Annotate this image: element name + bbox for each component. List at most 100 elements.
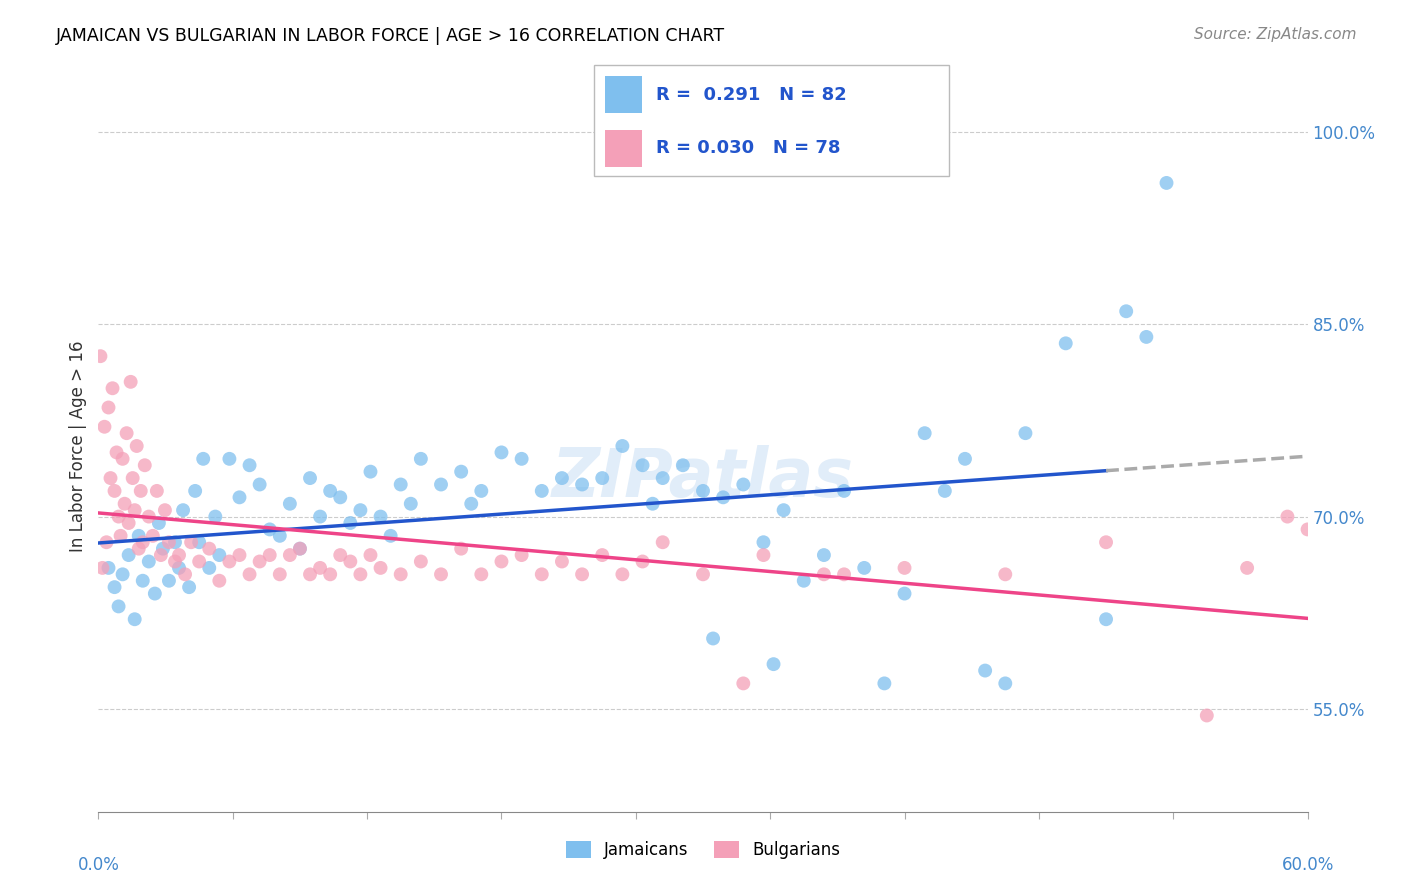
Point [389, 567, 412, 582]
Point [409, 554, 432, 568]
Point [228, 548, 250, 562]
Point [118, 516, 141, 530]
Point [360, 465, 382, 479]
Point [288, 541, 311, 556]
Point [157, 574, 180, 588]
Point [146, 483, 169, 498]
Point [460, 497, 482, 511]
Point [571, 477, 593, 491]
Text: R =  0.291   N = 82: R = 0.291 N = 82 [657, 86, 846, 103]
Point [134, 458, 156, 473]
Point [157, 535, 180, 549]
Point [188, 535, 211, 549]
Point [125, 439, 148, 453]
Point [702, 632, 724, 646]
Point [105, 445, 128, 459]
Point [179, 580, 201, 594]
Point [249, 477, 271, 491]
Point [530, 483, 553, 498]
Point [1115, 304, 1137, 318]
Point [188, 554, 211, 568]
Point [96, 535, 118, 549]
Point [115, 426, 138, 441]
Point [853, 561, 876, 575]
Point [118, 548, 141, 562]
Point [97, 561, 120, 575]
Point [101, 381, 124, 395]
Point [218, 554, 240, 568]
Point [450, 541, 472, 556]
Point [228, 491, 250, 505]
Point [1095, 535, 1118, 549]
Point [470, 567, 492, 582]
Point [1014, 426, 1036, 441]
Point [278, 548, 301, 562]
Point [329, 491, 352, 505]
Point [974, 664, 997, 678]
Point [994, 676, 1017, 690]
Text: 0.0%: 0.0% [77, 855, 120, 873]
Point [288, 541, 311, 556]
Point [651, 471, 673, 485]
Point [752, 535, 775, 549]
Point [329, 548, 352, 562]
Point [651, 535, 673, 549]
Point [339, 516, 361, 530]
Point [249, 554, 271, 568]
Point [142, 529, 165, 543]
Point [218, 451, 240, 466]
Point [138, 509, 160, 524]
Point [114, 497, 136, 511]
Point [120, 375, 142, 389]
Point [193, 451, 215, 466]
Text: ZIPatlas: ZIPatlas [553, 445, 853, 511]
Point [111, 451, 134, 466]
Point [793, 574, 815, 588]
Point [319, 483, 342, 498]
Point [1296, 523, 1319, 537]
Point [97, 401, 120, 415]
Point [813, 567, 835, 582]
Point [132, 574, 155, 588]
Text: 60.0%: 60.0% [1281, 855, 1334, 873]
Text: R = 0.030   N = 78: R = 0.030 N = 78 [657, 139, 841, 157]
Point [1054, 336, 1077, 351]
Point [153, 503, 176, 517]
Point [370, 561, 392, 575]
Point [530, 567, 553, 582]
Point [269, 529, 291, 543]
Point [239, 567, 262, 582]
Point [893, 561, 915, 575]
Point [672, 458, 695, 473]
Point [591, 548, 613, 562]
Point [93, 419, 115, 434]
Point [309, 561, 332, 575]
Point [873, 676, 896, 690]
Point [129, 483, 152, 498]
Point [380, 529, 402, 543]
Point [124, 503, 146, 517]
Point [551, 554, 574, 568]
Point [470, 483, 492, 498]
Text: JAMAICAN VS BULGARIAN IN LABOR FORCE | AGE > 16 CORRELATION CHART: JAMAICAN VS BULGARIAN IN LABOR FORCE | A… [56, 27, 725, 45]
Point [163, 535, 186, 549]
Point [914, 426, 936, 441]
Point [259, 523, 281, 537]
Text: Source: ZipAtlas.com: Source: ZipAtlas.com [1194, 27, 1357, 42]
Point [111, 567, 134, 582]
Point [510, 451, 533, 466]
Point [571, 567, 593, 582]
Point [1277, 509, 1299, 524]
Point [239, 458, 262, 473]
Point [107, 599, 129, 614]
Point [349, 503, 371, 517]
FancyBboxPatch shape [605, 77, 641, 113]
Point [399, 497, 422, 511]
Point [208, 548, 231, 562]
Point [832, 483, 855, 498]
Point [491, 445, 513, 459]
Point [360, 548, 382, 562]
Point [269, 567, 291, 582]
Point [733, 477, 755, 491]
Point [430, 567, 453, 582]
